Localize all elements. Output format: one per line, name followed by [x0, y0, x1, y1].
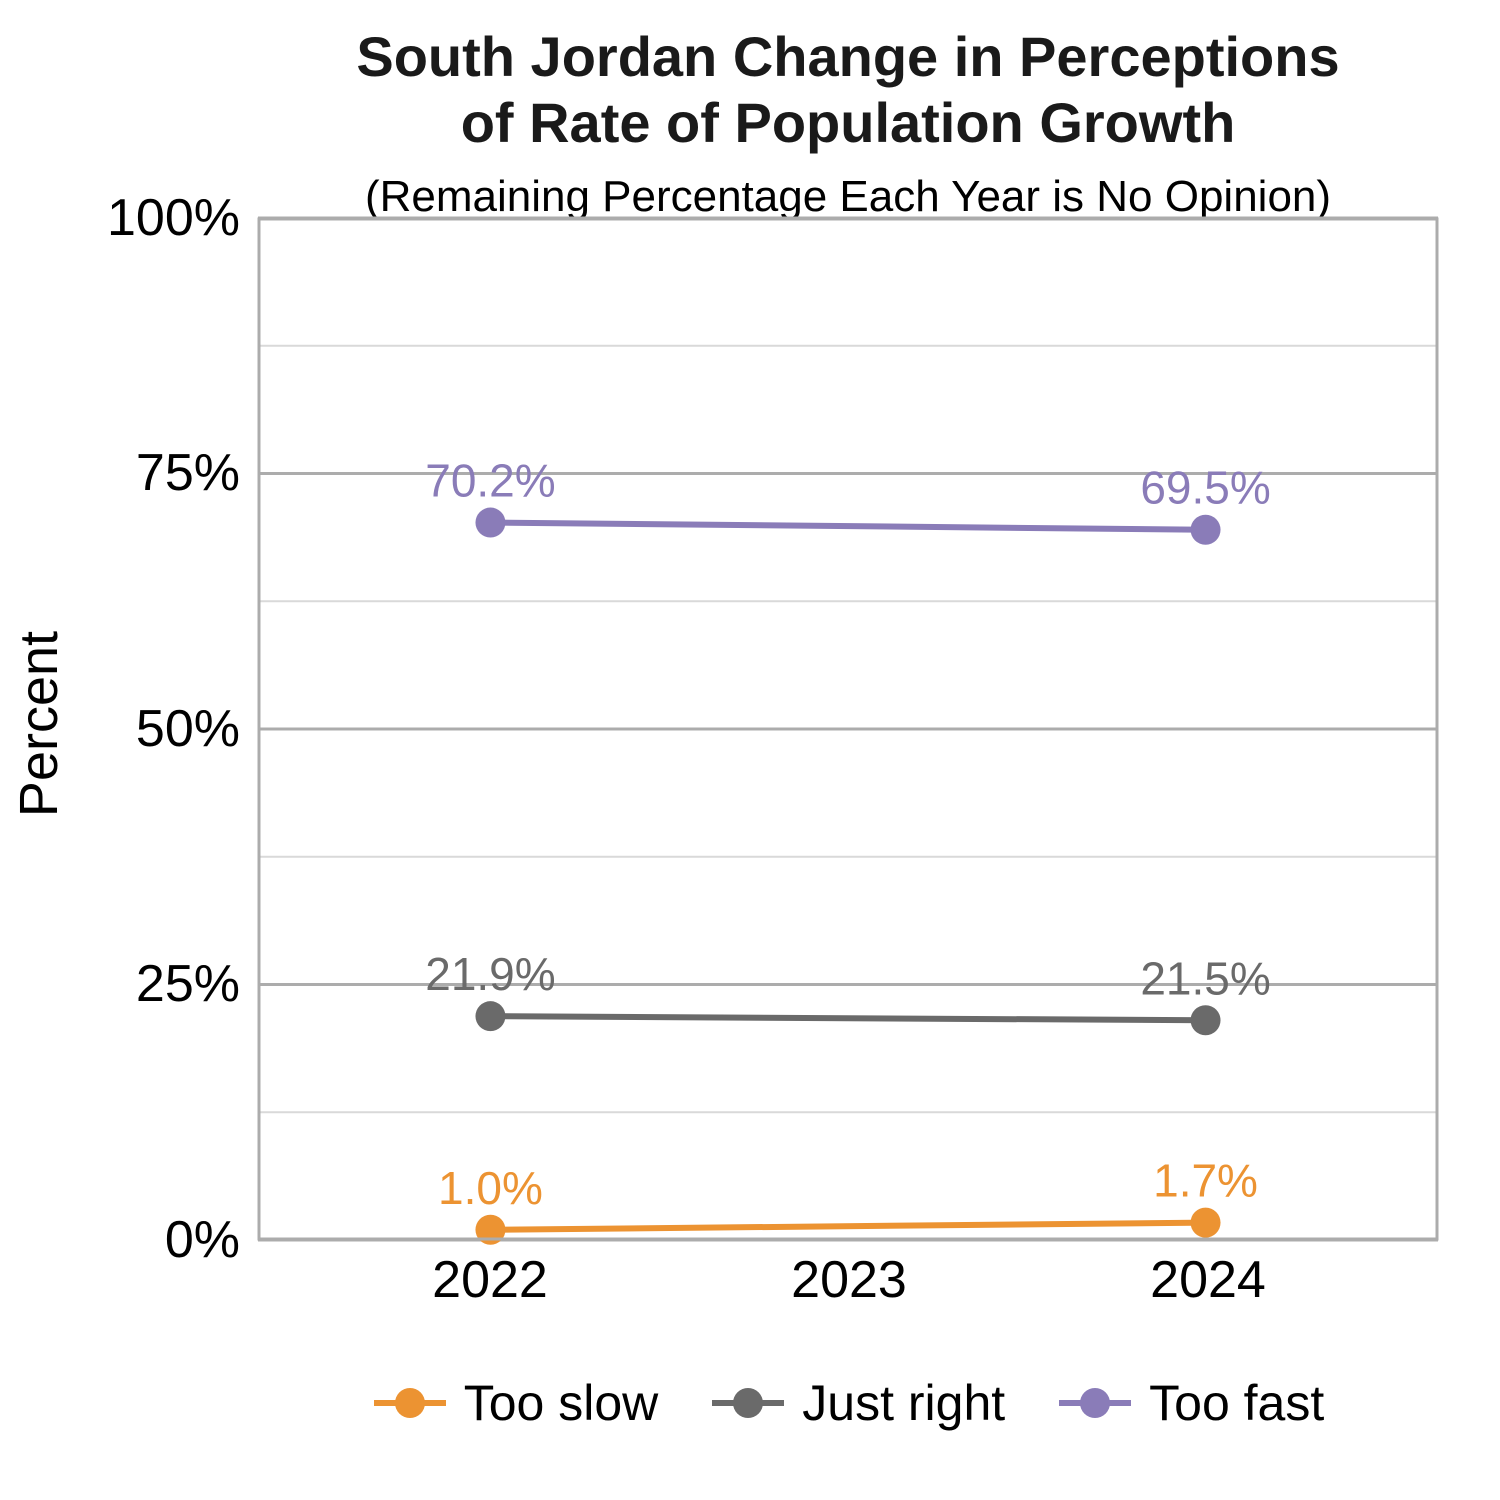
too-fast-marker-icon	[1059, 1388, 1132, 1418]
data-label: 1.0%	[438, 1162, 543, 1214]
data-label: 69.5%	[1140, 462, 1270, 514]
chart-title-line-2: of Rate of Population Growth	[460, 91, 1236, 154]
data-point	[1190, 1005, 1221, 1036]
legend-key-point	[394, 1388, 425, 1418]
data-label: 70.2%	[425, 455, 555, 507]
series-line	[490, 1013, 1206, 1024]
legend-key-point	[1080, 1388, 1111, 1418]
y-tick-label-25: 25%	[135, 955, 240, 1013]
chart-title-line-1: South Jordan Change in Perceptions	[356, 25, 1340, 88]
just-right-marker-icon	[712, 1388, 785, 1418]
data-point	[1190, 514, 1221, 545]
legend-label-too-slow: Too slow	[463, 1375, 659, 1431]
data-point	[1190, 1207, 1221, 1238]
y-tick-label-50: 50%	[135, 700, 240, 758]
y-tick-label-0: 0%	[164, 1211, 240, 1269]
legend-label-just-right: Just right	[802, 1375, 1006, 1431]
data-point	[475, 507, 506, 538]
x-tick-label-2022: 2022	[432, 1251, 548, 1309]
legend: Too slow Just right Too fast	[248, 1368, 1448, 1438]
legend-label-too-fast: Too fast	[1149, 1375, 1325, 1431]
plot-area: 1.0% 1.7% 21.9% 21.5% 70.2% 69.5%	[257, 216, 1439, 1245]
x-tick-label-2024: 2024	[1150, 1251, 1266, 1309]
data-point	[475, 1001, 506, 1032]
chart-subtitle: (Remaining Percentage Each Year is No Op…	[364, 172, 1332, 221]
legend-key-point	[733, 1388, 764, 1418]
data-label: 21.9%	[425, 948, 555, 1000]
chart-header: South Jordan Change in Perceptions of Ra…	[248, 24, 1448, 222]
series-line	[490, 1219, 1206, 1233]
plot-border	[257, 217, 1439, 1241]
too-slow-marker-icon	[373, 1388, 446, 1418]
y-tick-label-100: 100%	[107, 189, 240, 247]
series-line	[490, 519, 1206, 533]
legend-item-just-right: Just right	[710, 1368, 1005, 1438]
data-label: 1.7%	[1153, 1155, 1258, 1207]
y-tick-label-75: 75%	[135, 444, 240, 502]
legend-item-too-slow: Too slow	[372, 1368, 659, 1438]
data-label: 21.5%	[1140, 952, 1270, 1004]
legend-item-too-fast: Too fast	[1057, 1368, 1324, 1438]
data-point	[475, 1214, 506, 1245]
x-tick-label-2023: 2023	[791, 1251, 907, 1309]
